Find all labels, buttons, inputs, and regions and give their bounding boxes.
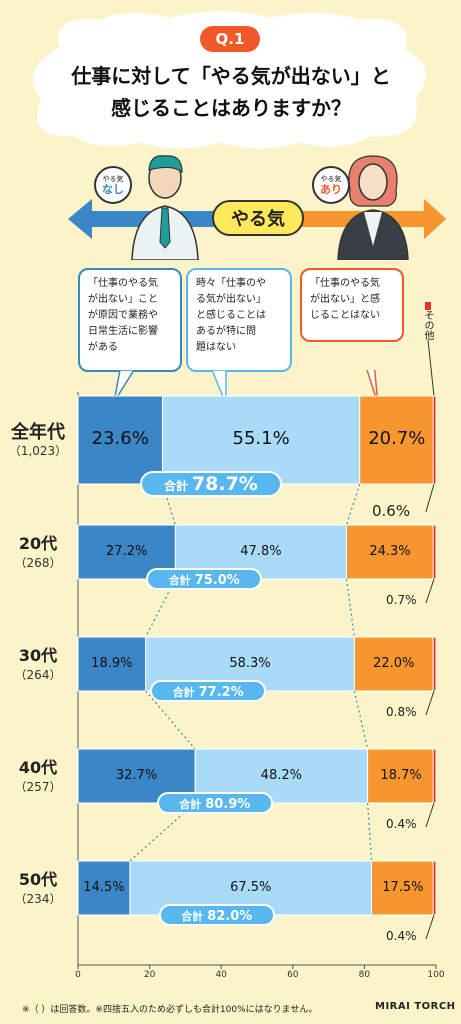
data-label-bar-never: 20.7% xyxy=(368,428,426,450)
bar-affected xyxy=(77,395,163,485)
bar-never xyxy=(371,860,435,916)
total-value: 80.9% xyxy=(205,797,251,812)
group-name: 20代 xyxy=(18,534,58,553)
x-tick-label: 60 xyxy=(287,970,299,980)
caption-affected: 「仕事のやる気 が出ない」こと が原因で業務や 日常生活に影響 がある xyxy=(78,268,182,372)
data-label-bar-affected: 18.9% xyxy=(91,655,133,671)
group-name: 40代 xyxy=(18,758,58,777)
data-label-bar-never: 24.3% xyxy=(369,543,411,559)
data-label-bar-affected: 23.6% xyxy=(91,428,149,450)
x-tick-label: 20 xyxy=(143,970,156,980)
group-name: 30代 xyxy=(18,646,58,665)
footnote: ※（ ）は回答数。※四捨五入のため必ずしも合計100%にはなりません。 xyxy=(22,1005,318,1015)
woman-illustration-icon xyxy=(337,155,409,260)
total-value: 78.7% xyxy=(191,473,258,495)
total-label: 合計 xyxy=(181,910,204,923)
group-count: （257） xyxy=(14,780,62,794)
bar-affected xyxy=(77,860,131,916)
question-title: 仕事に対して「やる気が出ない」と 感じることはありますか？ xyxy=(71,64,391,120)
data-label-bar-never: 22.0% xyxy=(373,655,415,671)
group-count: （264） xyxy=(14,668,62,682)
data-label-bar-affected: 32.7% xyxy=(115,767,158,783)
connector-line xyxy=(353,690,369,750)
data-label-bar-never: 17.5% xyxy=(382,879,424,895)
caption-sometimes: 時々「仕事のや る気が出ない」 と感じることは あるが特に問 題はない xyxy=(186,268,292,372)
has-motivation-sign: やる気 あり xyxy=(312,166,350,204)
total-label: 合計 xyxy=(163,479,188,493)
other-leader-line xyxy=(425,483,435,513)
other-leader-line xyxy=(425,802,435,828)
total-label: 合計 xyxy=(168,574,191,587)
data-label-bar-affected: 27.2% xyxy=(106,543,148,559)
data-label-bar-affected: 14.5% xyxy=(83,879,125,895)
total-value: 75.0% xyxy=(194,573,240,588)
total-value: 77.2% xyxy=(198,685,244,700)
bar-never xyxy=(367,748,436,804)
data-label-bar-sometimes: 67.5% xyxy=(230,879,272,895)
other-legend-mark xyxy=(425,302,431,310)
connector-line xyxy=(367,802,373,862)
data-label-bar-never: 18.7% xyxy=(380,767,422,783)
data-label-bar-sometimes: 58.3% xyxy=(229,655,271,671)
total-label: 合計 xyxy=(172,686,195,699)
total-pill: 合計 78.7% xyxy=(139,471,282,497)
bar-other xyxy=(432,748,437,804)
group-count: （1,023） xyxy=(8,444,68,458)
other-leader-line xyxy=(425,914,435,940)
question-bubble xyxy=(32,11,426,149)
bar-never xyxy=(359,395,435,485)
data-label-bar-other: 0.7% xyxy=(386,593,417,607)
data-label-bar-other: 0.4% xyxy=(386,817,417,831)
bar-other xyxy=(432,524,437,580)
bar-sometimes xyxy=(161,395,361,485)
brand-logo: MIRAI TORCH xyxy=(375,1001,456,1012)
total-pill: 合計 82.0% xyxy=(158,904,275,926)
bar-other xyxy=(432,860,437,916)
connector-line xyxy=(345,578,355,638)
total-label: 合計 xyxy=(179,798,202,811)
other-legend-label: その他 xyxy=(422,310,433,340)
data-label-bar-sometimes: 47.8% xyxy=(240,543,282,559)
connector-line xyxy=(345,483,361,526)
data-label-bar-sometimes: 55.1% xyxy=(232,428,290,450)
data-label-bar-sometimes: 48.2% xyxy=(260,767,302,783)
x-tick-label: 40 xyxy=(215,970,227,980)
total-value: 82.0% xyxy=(207,909,253,924)
total-pill: 合計 77.2% xyxy=(150,680,267,702)
connector-line xyxy=(161,483,176,526)
data-label-bar-other: 0.6% xyxy=(372,502,411,520)
other-pointer xyxy=(427,340,435,397)
total-pill: 合計 75.0% xyxy=(146,568,263,590)
bar-affected xyxy=(77,636,147,692)
man-illustration-icon xyxy=(131,155,199,260)
group-count: （234） xyxy=(14,892,62,906)
group-count: （268） xyxy=(14,556,62,570)
motivation-label: やる気 xyxy=(212,200,304,236)
data-label-bar-other: 0.4% xyxy=(386,929,417,943)
total-pill: 合計 80.9% xyxy=(156,792,273,814)
group-name: 全年代 xyxy=(11,422,65,443)
bar-other xyxy=(432,636,437,692)
x-tick-label: 0 xyxy=(75,970,81,980)
bar-other xyxy=(432,395,437,485)
no-motivation-sign: やる気 なし xyxy=(94,166,132,204)
other-leader-line xyxy=(425,578,435,604)
caption-never: 「仕事のやる気 が出ない」と感 じることはない xyxy=(300,268,404,342)
x-tick-label: 80 xyxy=(358,970,371,980)
caption-pointers xyxy=(113,370,379,405)
group-name: 50代 xyxy=(18,870,58,889)
x-tick-label: 100 xyxy=(427,970,445,980)
data-label-bar-other: 0.8% xyxy=(386,705,417,719)
question-badge: Q.1 xyxy=(200,26,260,52)
other-leader-line xyxy=(425,690,435,716)
